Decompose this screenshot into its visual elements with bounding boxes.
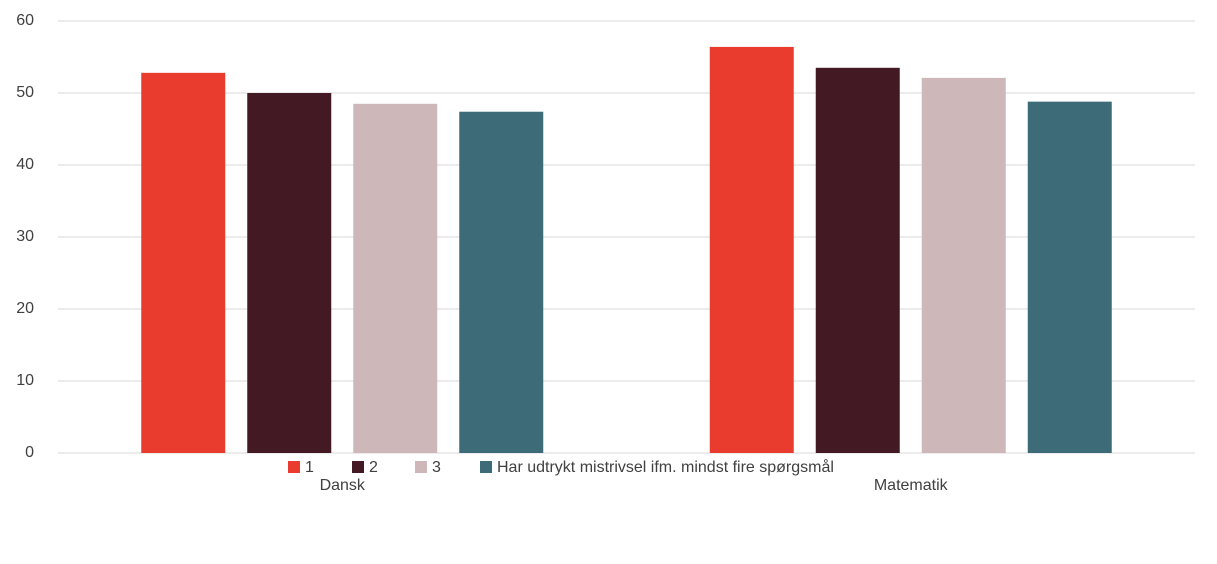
- y-tick-label: 40: [16, 156, 34, 173]
- y-tick-label: 20: [16, 300, 34, 317]
- y-tick-label: 50: [16, 84, 34, 101]
- bar: [815, 67, 900, 454]
- y-tick-label: 10: [16, 372, 34, 389]
- bar: [247, 93, 332, 453]
- legend-label: 1: [305, 459, 314, 476]
- legend-label: 3: [432, 459, 441, 476]
- bar: [459, 111, 544, 453]
- legend-swatch: [352, 461, 364, 473]
- x-tick-label: Dansk: [320, 477, 366, 494]
- y-tick-label: 30: [16, 228, 34, 245]
- bar: [353, 103, 438, 454]
- y-tick-label: 0: [25, 444, 34, 461]
- bar: [921, 77, 1006, 453]
- legend-swatch: [415, 461, 427, 473]
- bar: [1027, 101, 1112, 453]
- bar: [709, 46, 794, 454]
- y-tick-label: 60: [16, 12, 34, 29]
- legend-label: 2: [369, 459, 378, 476]
- bar: [141, 72, 226, 453]
- x-tick-label: Matematik: [874, 477, 949, 494]
- legend-label: Har udtrykt mistrivsel ifm. mindst fire …: [497, 458, 834, 476]
- legend-swatch: [480, 461, 492, 473]
- legend-swatch: [288, 461, 300, 473]
